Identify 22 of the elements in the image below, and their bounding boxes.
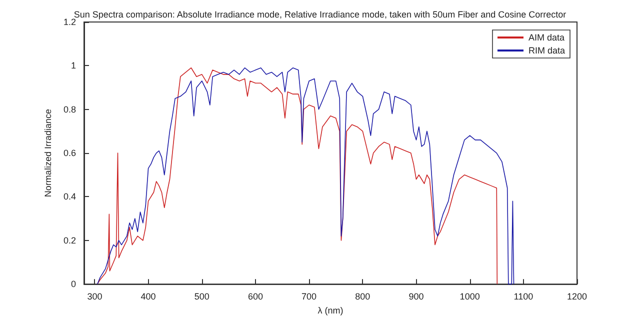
x-tick-label: 1100: [514, 292, 534, 302]
x-tick-label: 300: [87, 292, 102, 302]
chart-title: Sun Spectra comparison: Absolute Irradiance mode, Relative Irradiance mode, taken with 50um Fiber and Cosine Corrector: [74, 10, 566, 20]
y-tick-label: 0.2: [63, 235, 76, 246]
x-axis-title: λ (nm): [318, 306, 344, 316]
x-tick-label: 600: [248, 292, 263, 302]
y-tick-label: 0.6: [63, 148, 76, 158]
y-tick-label: 1: [70, 60, 76, 71]
legend-label: AIM data: [528, 32, 565, 42]
y-tick-label: 0.8: [63, 104, 76, 114]
legend-label: RIM data: [528, 46, 565, 56]
x-tick-label: 800: [355, 292, 370, 302]
x-tick-label: 1200: [566, 292, 588, 302]
x-tick-label: 900: [408, 292, 424, 302]
y-tick-label: 1.2: [63, 17, 76, 27]
y-tick-label: 0.4: [63, 192, 76, 202]
x-tick-label: 700: [302, 292, 317, 302]
x-tick-label: 500: [194, 292, 210, 302]
y-axis-title: Normalized Irradiance: [43, 109, 54, 198]
y-tick-label: 0: [70, 279, 76, 290]
x-tick-label: 400: [140, 292, 156, 302]
x-tick-label: 1000: [460, 292, 480, 302]
